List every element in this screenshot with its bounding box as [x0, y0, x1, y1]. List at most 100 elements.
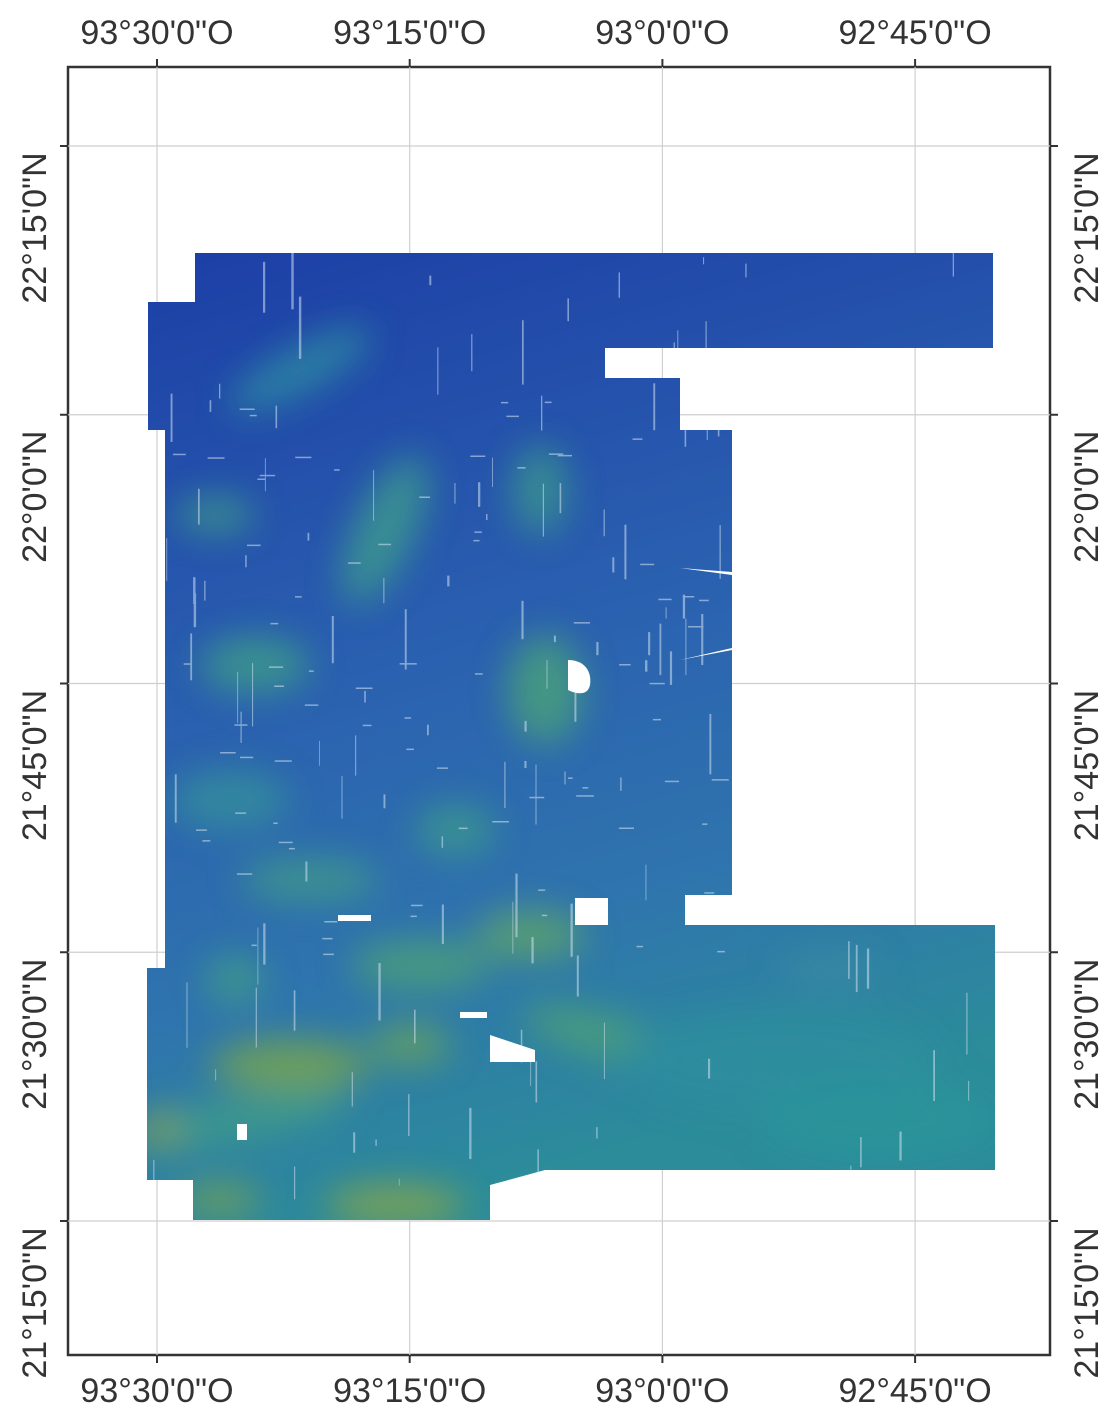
- survey-speck: [544, 401, 552, 404]
- survey-streak: [515, 873, 518, 938]
- survey-streak: [186, 982, 188, 1048]
- survey-speck: [419, 496, 430, 498]
- survey-speck: [249, 414, 257, 417]
- survey-speck: [274, 760, 292, 762]
- survey-speck: [295, 456, 312, 459]
- survey-streak: [677, 330, 679, 361]
- survey-streak: [620, 777, 622, 791]
- survey-speck: [557, 454, 572, 457]
- survey-speck: [202, 840, 211, 842]
- survey-streak: [603, 1022, 605, 1080]
- survey-streak: [596, 642, 599, 656]
- survey-streak: [659, 623, 662, 676]
- survey-streak: [933, 1050, 935, 1101]
- survey-streak: [653, 383, 656, 431]
- frame-ticks: [60, 59, 1058, 1363]
- survey-streak: [542, 483, 544, 537]
- survey-speck: [687, 626, 704, 628]
- survey-streak: [570, 903, 573, 957]
- survey-streak: [398, 1178, 400, 1186]
- top-longitude-label: 93°0'0"O: [595, 14, 729, 52]
- survey-speck: [220, 752, 236, 754]
- survey-streak: [198, 488, 200, 525]
- survey-streak: [275, 405, 278, 429]
- survey-speck: [240, 756, 254, 759]
- survey-streak: [524, 720, 527, 732]
- survey-speck: [640, 563, 655, 566]
- survey-streak: [294, 1166, 296, 1200]
- survey-speck: [378, 543, 391, 546]
- survey-streak: [378, 963, 381, 1021]
- survey-speck: [506, 415, 519, 418]
- top-longitude-label: 92°45'0"O: [839, 14, 992, 52]
- survey-streak: [701, 614, 704, 665]
- survey-speck: [618, 827, 634, 829]
- survey-streak: [255, 987, 257, 1048]
- survey-streak: [240, 711, 242, 743]
- right-latitude-label: 22°15'0"N: [1068, 152, 1106, 303]
- top-longitude-label: 93°15'0"O: [333, 14, 486, 52]
- survey-speck: [270, 622, 279, 625]
- bottom-longitude-label: 93°30'0"O: [80, 1372, 233, 1410]
- survey-speck: [473, 539, 480, 542]
- survey-streak: [209, 400, 212, 412]
- survey-streak: [408, 1094, 410, 1137]
- survey-streak: [471, 334, 473, 372]
- survey-streak: [319, 740, 320, 766]
- survey-streak: [705, 321, 707, 358]
- survey-speck: [355, 687, 373, 689]
- survey-streak: [719, 525, 721, 579]
- survey-streak: [441, 904, 444, 944]
- survey-speck: [322, 937, 333, 940]
- survey-streak: [469, 1107, 472, 1160]
- survey-streak: [685, 618, 687, 676]
- survey-streak: [263, 923, 266, 965]
- survey-speck: [304, 704, 319, 706]
- survey-streak: [447, 575, 450, 587]
- survey-speck: [658, 598, 672, 601]
- survey-speck: [541, 914, 548, 917]
- bottom-longitude-label: 93°0'0"O: [595, 1372, 729, 1410]
- survey-streak: [535, 764, 537, 825]
- survey-speck: [582, 787, 589, 789]
- survey-streak: [966, 992, 968, 1055]
- survey-streak: [215, 1069, 217, 1081]
- survey-streak: [576, 955, 579, 997]
- survey-streak: [414, 1009, 416, 1044]
- survey-streak: [645, 660, 648, 672]
- survey-speck: [268, 666, 284, 668]
- survey-streak: [364, 690, 366, 703]
- survey-speck: [474, 673, 483, 675]
- survey-streak: [373, 470, 375, 521]
- survey-speck: [636, 945, 643, 948]
- survey-speck: [236, 873, 253, 875]
- survey-streak: [645, 864, 647, 901]
- survey-speck: [548, 453, 564, 455]
- survey-speck: [235, 812, 247, 814]
- survey-speck: [492, 821, 509, 823]
- survey-streak: [860, 1137, 862, 1168]
- survey-streak: [968, 1080, 970, 1101]
- bottom-longitude-label: 92°45'0"O: [839, 1372, 992, 1410]
- survey-streak: [441, 836, 444, 848]
- survey-speck: [274, 685, 284, 687]
- survey-streak: [521, 600, 524, 640]
- survey-speck: [251, 944, 257, 947]
- survey-speck: [257, 478, 266, 480]
- survey-speck: [259, 474, 276, 477]
- survey-streak: [703, 257, 705, 265]
- survey-streak: [383, 794, 386, 809]
- survey-speck: [410, 915, 417, 918]
- survey-speck: [649, 682, 665, 685]
- survey-streak: [682, 594, 686, 619]
- survey-speck: [711, 779, 729, 781]
- survey-streak: [170, 393, 173, 442]
- survey-speck: [470, 455, 486, 457]
- survey-speck: [295, 596, 302, 598]
- survey-streak: [603, 509, 605, 537]
- survey-streak: [264, 458, 266, 492]
- survey-streak: [305, 861, 308, 882]
- survey-streak: [427, 724, 429, 736]
- survey-speck: [567, 777, 573, 779]
- right-latitude-label: 21°30'0"N: [1068, 959, 1106, 1110]
